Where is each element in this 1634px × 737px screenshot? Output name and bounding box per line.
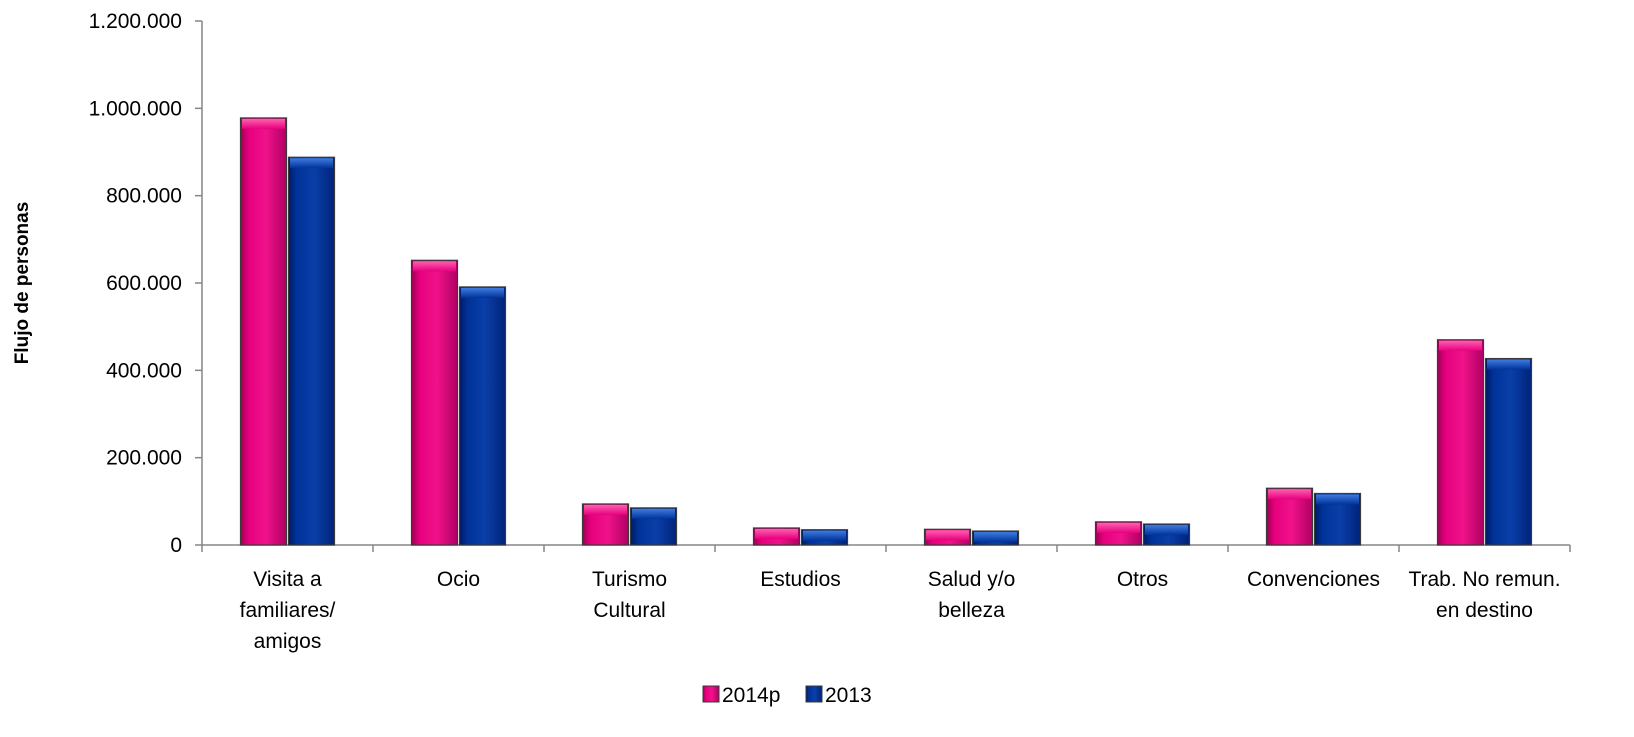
y-axis-label: Flujo de personas bbox=[12, 202, 33, 365]
bar-2014p bbox=[923, 528, 972, 546]
bar-2014p bbox=[1265, 487, 1314, 546]
bar-2014p bbox=[239, 117, 288, 546]
bar-2014p bbox=[581, 503, 630, 546]
bar-2013 bbox=[629, 507, 678, 546]
bar-2013 bbox=[287, 156, 336, 546]
legend-swatch bbox=[702, 685, 720, 703]
y-tick-label: 1.000.000 bbox=[89, 97, 182, 120]
x-tick-label: Turismo Cultural bbox=[592, 568, 667, 622]
y-tick-label: 1.200.000 bbox=[89, 10, 182, 33]
bar-2013 bbox=[1142, 523, 1191, 546]
x-tick-label: Estudios bbox=[760, 568, 841, 591]
axes: 0 200.000 400.000 600.000 800.000 1.000.000 1.… bbox=[89, 10, 1571, 557]
legend-label: 2014p bbox=[722, 684, 780, 707]
legend-item-2014p: 2014p bbox=[702, 684, 780, 707]
x-tick-label: Otros bbox=[1117, 568, 1168, 591]
bar-2013 bbox=[1484, 357, 1533, 546]
bar-2014p bbox=[1436, 339, 1485, 546]
y-tick-label: 600.000 bbox=[106, 272, 182, 295]
bars bbox=[239, 117, 1533, 546]
y-tick-label: 200.000 bbox=[106, 447, 182, 470]
bar-2014p bbox=[1094, 521, 1143, 546]
x-tick-label: Trab. No remun. en destino bbox=[1408, 568, 1560, 622]
y-tick-label: 400.000 bbox=[106, 359, 182, 382]
labels: Visita a familiares/amigos Ocio Turismo Cult… bbox=[240, 568, 1561, 653]
y-tick-label: 800.000 bbox=[106, 185, 182, 208]
legend-swatch bbox=[805, 685, 823, 703]
x-tick-label: Ocio bbox=[437, 568, 480, 591]
bar-2014p bbox=[410, 259, 459, 546]
legend-label: 2013 bbox=[825, 684, 872, 707]
x-tick-label: Visita a familiares/amigos bbox=[240, 568, 336, 653]
bar-2013 bbox=[1313, 492, 1362, 546]
bar-2013 bbox=[971, 530, 1020, 546]
x-tick-label: Salud y/o belleza bbox=[928, 568, 1016, 622]
bar-2013 bbox=[458, 286, 507, 546]
x-tick-label: Convenciones bbox=[1247, 568, 1380, 591]
y-tick-label: 0 bbox=[170, 534, 182, 557]
legend: 2014p 2013 bbox=[702, 684, 872, 707]
legend-item-2013: 2013 bbox=[805, 684, 872, 707]
bar-2013 bbox=[800, 529, 849, 546]
bar-2014p bbox=[752, 527, 801, 546]
